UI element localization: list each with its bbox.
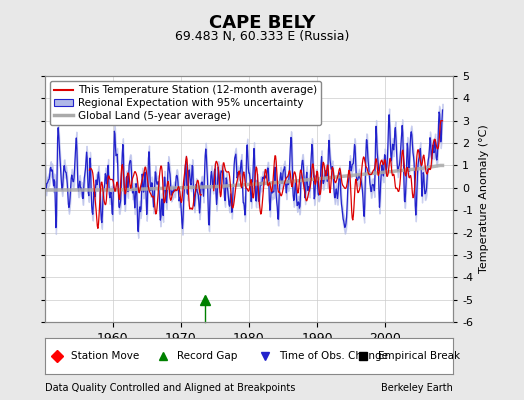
Text: Station Move: Station Move	[71, 351, 139, 361]
Text: Time of Obs. Change: Time of Obs. Change	[280, 351, 389, 361]
Text: Berkeley Earth: Berkeley Earth	[381, 383, 453, 393]
Y-axis label: Temperature Anomaly (°C): Temperature Anomaly (°C)	[479, 125, 489, 273]
Text: Empirical Break: Empirical Break	[378, 351, 460, 361]
Text: Data Quality Controlled and Aligned at Breakpoints: Data Quality Controlled and Aligned at B…	[45, 383, 295, 393]
Legend: This Temperature Station (12-month average), Regional Expectation with 95% uncer: This Temperature Station (12-month avera…	[50, 81, 321, 125]
Text: Record Gap: Record Gap	[177, 351, 238, 361]
Text: 69.483 N, 60.333 E (Russia): 69.483 N, 60.333 E (Russia)	[175, 30, 349, 43]
Text: CAPE BELY: CAPE BELY	[209, 14, 315, 32]
